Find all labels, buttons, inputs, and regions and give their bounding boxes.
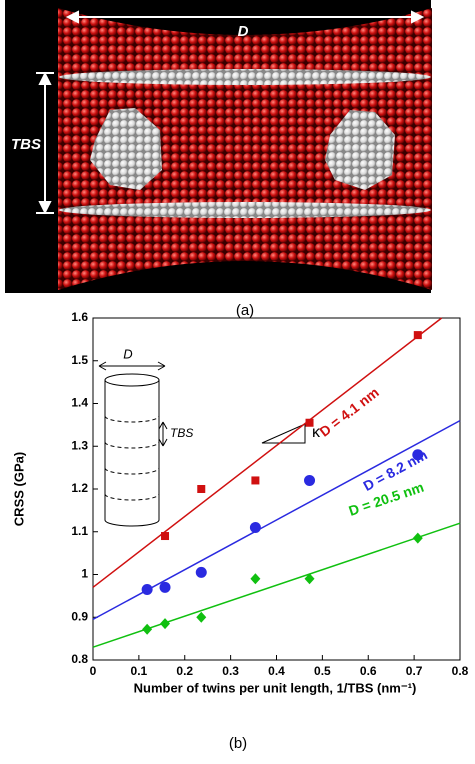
- y-tick-label: 1.2: [71, 481, 88, 495]
- y-tick-label: 0.8: [71, 652, 88, 666]
- marker: [142, 624, 152, 635]
- marker: [251, 476, 259, 484]
- y-tick-label: 1.3: [71, 438, 88, 452]
- inset-diameter-label: D: [123, 346, 132, 361]
- y-tick-label: 1: [81, 567, 88, 581]
- series-label: D = 20.5 nm: [347, 479, 426, 519]
- x-axis-label: Number of twins per unit length, 1/TBS (…: [134, 680, 417, 695]
- x-tick-label: 0.3: [222, 664, 239, 678]
- spacing-label: TBS: [11, 136, 41, 153]
- marker: [197, 485, 205, 493]
- page: D TBS (a) D TBS κ Number of twins per un…: [0, 0, 475, 764]
- y-tick-label: 1.1: [71, 524, 88, 538]
- marker: [250, 522, 261, 533]
- width-label: D: [238, 23, 249, 40]
- marker: [413, 533, 423, 544]
- series-label: D = 4.1 nm: [316, 384, 382, 440]
- y-tick-label: 0.9: [71, 609, 88, 623]
- marker: [250, 573, 260, 584]
- marker: [160, 582, 171, 593]
- panel-label: (b): [229, 735, 247, 752]
- x-tick-label: 0.4: [268, 664, 285, 678]
- marker: [304, 475, 315, 486]
- y-tick-label: 1.5: [71, 353, 88, 367]
- x-tick-label: 0.5: [314, 664, 331, 678]
- marker: [306, 419, 314, 427]
- marker: [414, 331, 422, 339]
- x-tick-label: 0.1: [131, 664, 148, 678]
- inset-schematic: [99, 362, 305, 526]
- x-tick-label: 0.6: [360, 664, 377, 678]
- marker: [196, 567, 207, 578]
- marker: [142, 584, 153, 595]
- panel-label: (a): [236, 302, 254, 319]
- x-tick-label: 0.2: [176, 664, 193, 678]
- x-tick-label: 0: [90, 664, 97, 678]
- figure: D TBS (a) D TBS κ Number of twins per un…: [0, 0, 475, 759]
- x-tick-label: 0.7: [406, 664, 423, 678]
- inset-spacing-label: TBS: [170, 426, 193, 440]
- y-axis-label: CRSS (GPa): [11, 452, 26, 526]
- y-tick-label: 1.6: [71, 310, 88, 324]
- y-tick-label: 1.4: [71, 396, 88, 410]
- marker: [196, 612, 206, 623]
- x-tick-label: 0.8: [452, 664, 469, 678]
- marker: [161, 532, 169, 540]
- marker: [160, 618, 170, 629]
- panel-a-image: D TBS: [5, 0, 432, 293]
